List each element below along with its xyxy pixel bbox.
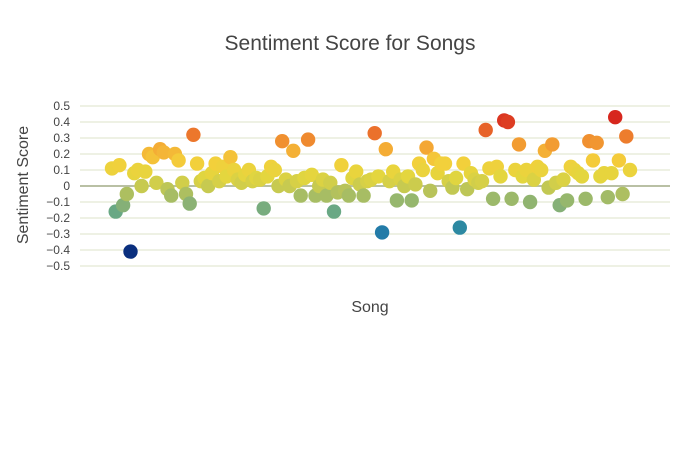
data-point[interactable] (522, 194, 538, 210)
data-point[interactable] (341, 188, 356, 203)
data-point[interactable] (437, 156, 453, 171)
data-point[interactable] (286, 143, 301, 158)
chart-title: Sentiment Score for Songs (225, 32, 476, 55)
y-tick-label: 0.3 (53, 131, 70, 145)
data-point[interactable] (585, 153, 601, 168)
data-point[interactable] (138, 164, 153, 179)
data-point[interactable] (367, 126, 382, 141)
data-point[interactable] (545, 137, 560, 152)
data-point[interactable] (267, 162, 282, 178)
data-point[interactable] (452, 220, 467, 235)
data-point[interactable] (604, 166, 619, 181)
data-point[interactable] (175, 175, 190, 190)
data-point[interactable] (134, 178, 149, 194)
x-axis-title: Song (351, 299, 388, 316)
data-point[interactable] (419, 140, 434, 155)
y-tick-label: 0.2 (53, 147, 70, 161)
data-point[interactable] (156, 145, 171, 160)
data-point[interactable] (349, 164, 364, 179)
data-point[interactable] (275, 134, 290, 149)
data-point[interactable] (500, 114, 516, 130)
data-point[interactable] (511, 137, 527, 152)
y-tick-label: −0.4 (46, 243, 70, 257)
data-point[interactable] (189, 156, 205, 171)
data-point[interactable] (182, 196, 197, 211)
data-point[interactable] (404, 193, 419, 208)
y-axis-ticks: 0.5 0.4 0.3 0.2 0.1 0 −0.1 −0.2 −0.3 −0.4 −0.5 (46, 99, 70, 273)
y-tick-label: −0.3 (46, 227, 70, 241)
data-point[interactable] (304, 167, 319, 182)
data-point[interactable] (619, 129, 634, 144)
data-point[interactable] (448, 170, 464, 186)
data-point[interactable] (123, 244, 138, 259)
data-point[interactable] (559, 193, 575, 208)
data-point[interactable] (622, 162, 638, 178)
data-point[interactable] (171, 153, 186, 168)
data-point[interactable] (534, 162, 549, 178)
data-point[interactable] (378, 142, 393, 157)
data-point[interactable] (504, 191, 519, 206)
data-point[interactable] (326, 204, 342, 219)
data-point[interactable] (615, 186, 630, 202)
data-point[interactable] (112, 158, 127, 173)
data-point[interactable] (493, 169, 508, 184)
data-point[interactable] (371, 169, 386, 184)
data-point[interactable] (474, 174, 490, 189)
data-points (104, 110, 638, 259)
data-point[interactable] (115, 198, 131, 213)
data-point[interactable] (319, 188, 334, 203)
data-point[interactable] (611, 153, 627, 168)
y-axis-title: Sentiment Score (15, 126, 32, 244)
data-point[interactable] (356, 188, 371, 203)
data-point[interactable] (334, 158, 349, 173)
data-point[interactable] (256, 201, 271, 216)
data-point[interactable] (574, 169, 590, 184)
data-point[interactable] (223, 150, 238, 165)
y-tick-label: −0.1 (46, 195, 70, 209)
data-point[interactable] (485, 191, 501, 206)
data-point[interactable] (119, 186, 134, 202)
data-point[interactable] (374, 225, 390, 240)
data-point[interactable] (186, 127, 201, 142)
data-point[interactable] (589, 135, 604, 150)
data-point[interactable] (201, 178, 216, 194)
data-point[interactable] (149, 175, 164, 190)
data-point[interactable] (556, 172, 571, 187)
data-point[interactable] (300, 132, 316, 147)
y-tick-label: 0.5 (53, 99, 70, 113)
data-point[interactable] (600, 190, 615, 205)
data-point[interactable] (578, 191, 593, 206)
data-point[interactable] (164, 188, 179, 203)
data-point[interactable] (408, 177, 423, 192)
data-point[interactable] (608, 110, 623, 125)
data-point[interactable] (293, 188, 308, 203)
data-point[interactable] (415, 162, 430, 178)
y-tick-label: −0.2 (46, 211, 70, 225)
y-tick-label: −0.5 (46, 259, 70, 273)
y-tick-label: 0 (63, 179, 70, 193)
data-point[interactable] (478, 122, 493, 138)
y-tick-label: 0.4 (53, 115, 70, 129)
y-tick-label: 0.1 (53, 163, 70, 177)
data-point[interactable] (423, 183, 438, 198)
data-point[interactable] (389, 193, 405, 208)
